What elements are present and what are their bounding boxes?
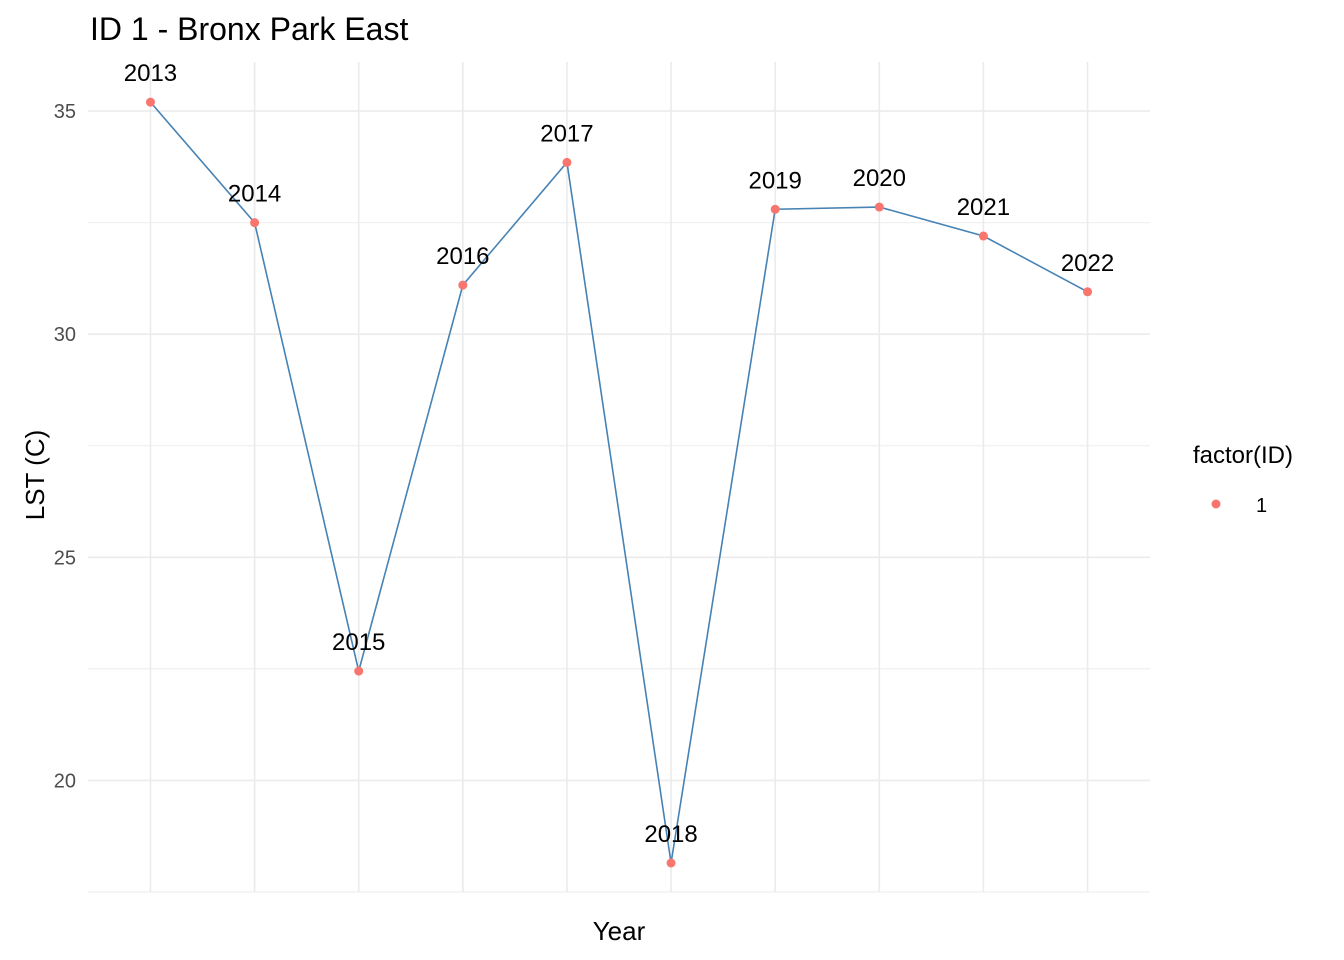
data-point (770, 204, 780, 214)
y-tick-label: 35 (54, 101, 76, 123)
x-axis-title: Year (593, 916, 646, 946)
point-label: 2019 (748, 167, 801, 194)
chart-title: ID 1 - Bronx Park East (90, 11, 408, 47)
data-point (250, 218, 260, 228)
point-labels: 2013 2014 2015 2016 2017 2018 2019 2020 2021 2022 (124, 60, 1114, 848)
data-point (978, 231, 988, 241)
data-point (458, 280, 468, 290)
data-point (145, 97, 155, 107)
point-label: 2021 (957, 194, 1010, 221)
data-point (562, 157, 572, 167)
data-point (874, 202, 884, 212)
point-label: 2020 (853, 165, 906, 192)
point-label: 2022 (1061, 250, 1114, 277)
point-label: 2017 (540, 120, 593, 147)
data-point (354, 666, 364, 676)
y-tick-label: 30 (54, 324, 76, 346)
series-line-layer (149, 101, 1088, 864)
legend-title: factor(ID) (1193, 442, 1293, 469)
data-points (145, 97, 1093, 868)
point-label: 2014 (228, 181, 281, 208)
series-line (149, 101, 1088, 864)
grid (88, 62, 1150, 893)
data-point (666, 858, 676, 868)
point-label: 2018 (644, 821, 697, 848)
y-tick-label: 20 (54, 770, 76, 792)
y-tick-labels: 20 25 30 35 (54, 101, 76, 792)
legend-label: 1 (1256, 495, 1267, 517)
legend: factor(ID) 1 (1193, 442, 1293, 517)
point-label: 2016 (436, 243, 489, 270)
legend-key-point (1211, 499, 1221, 509)
y-tick-label: 25 (54, 547, 76, 569)
point-label: 2013 (124, 60, 177, 87)
y-axis-title: LST (C) (20, 430, 50, 521)
point-label: 2015 (332, 629, 385, 656)
data-point (1083, 287, 1093, 297)
